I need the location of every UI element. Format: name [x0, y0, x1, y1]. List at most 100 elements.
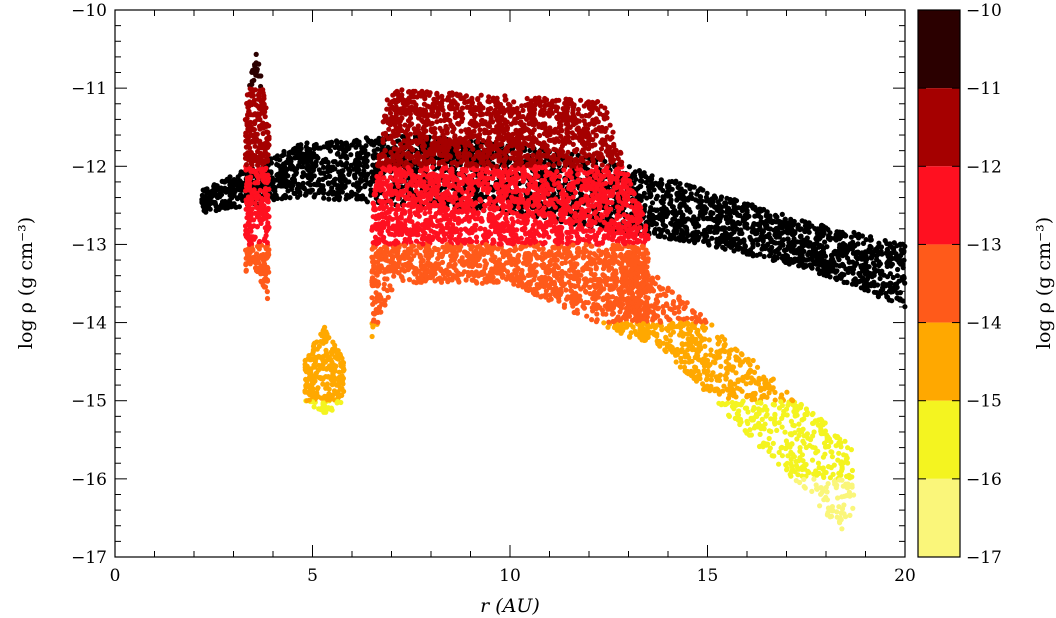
particle-point [321, 338, 327, 344]
particle-point [222, 198, 228, 205]
particle-point [718, 196, 724, 202]
particle-point [325, 374, 331, 380]
particle-point [327, 148, 333, 154]
particle-point [249, 196, 255, 202]
particle-point [781, 247, 788, 253]
particle-point [331, 381, 337, 387]
particle-point [313, 356, 319, 362]
particle-point [695, 188, 701, 194]
particle-point [300, 170, 306, 176]
particle-point [248, 125, 255, 131]
particle-point [785, 236, 791, 242]
particle-point [804, 235, 810, 241]
particle-point [210, 190, 216, 196]
particle-point [592, 284, 598, 290]
particle-point [254, 171, 260, 177]
particle-point [320, 361, 326, 368]
particle-point [260, 90, 266, 96]
particle-point [216, 206, 222, 212]
particle-point [252, 200, 258, 207]
particle-point [205, 190, 211, 196]
particle-point [767, 216, 773, 222]
particle-point [662, 234, 668, 240]
particle-point [344, 179, 350, 185]
particle-point [773, 214, 779, 220]
particle-point [696, 223, 702, 229]
particle-point [252, 153, 258, 159]
particle-point [208, 200, 214, 206]
particle-point [709, 235, 715, 241]
particle-point [306, 171, 313, 177]
particle-point [243, 262, 249, 268]
particle-point [716, 216, 722, 222]
particle-point [305, 188, 311, 194]
particle-point [255, 96, 261, 102]
particle-point [737, 221, 743, 227]
particle-point [303, 151, 309, 157]
particle-point [263, 246, 269, 252]
particle-point [335, 193, 341, 199]
particle-point [335, 144, 341, 150]
particle-point [887, 271, 894, 277]
particle-point [748, 237, 754, 243]
particle-point [655, 233, 661, 239]
particle-point [252, 143, 258, 149]
particle-point [776, 251, 782, 257]
particle-point [264, 278, 271, 284]
particle-point [251, 256, 257, 262]
particle-point [862, 256, 868, 262]
particle-point [254, 66, 260, 72]
particle-points [199, 51, 908, 532]
particle-point [666, 236, 672, 242]
particle-point [311, 173, 317, 179]
particle-point [244, 120, 250, 126]
particle-point [697, 212, 703, 218]
particle-point [200, 203, 206, 209]
particle-point [264, 289, 270, 295]
particle-point [265, 129, 271, 136]
particle-point [246, 177, 252, 183]
particle-point [837, 233, 843, 239]
particle-point [326, 335, 332, 341]
particle-point [264, 295, 271, 302]
particle-point [551, 162, 557, 169]
particle-point [224, 178, 230, 184]
particle-point [828, 235, 834, 241]
particle-point [213, 183, 220, 189]
particle-point [899, 261, 905, 267]
particle-point [689, 195, 695, 201]
particle-point [354, 169, 361, 175]
particle-point [266, 224, 272, 230]
particle-point [339, 181, 345, 187]
particle-point [850, 259, 856, 265]
particle-point [672, 180, 678, 186]
particle-point [564, 229, 570, 235]
particle-point [855, 233, 861, 239]
particle-point [243, 228, 249, 234]
particle-point [660, 227, 666, 233]
particle-point [648, 178, 654, 184]
particle-point [755, 212, 761, 219]
particle-point [678, 235, 684, 241]
particle-point [821, 272, 827, 278]
particle-point [265, 152, 271, 158]
particle-point [692, 217, 698, 223]
particle-point [263, 233, 269, 239]
particle-point [320, 376, 326, 382]
particle-point [844, 279, 850, 286]
particle-point [660, 196, 666, 202]
particle-point [257, 187, 263, 193]
particle-point [790, 239, 796, 245]
particle-point [889, 261, 896, 267]
particle-point [722, 229, 729, 236]
particle-point [342, 146, 348, 153]
particle-point [245, 112, 251, 118]
particle-point [641, 170, 647, 176]
particle-point [330, 375, 336, 381]
particle-point [767, 235, 773, 241]
particle-point [799, 241, 805, 247]
particle-point [731, 240, 737, 246]
particle-point [263, 269, 269, 275]
particle-point [672, 216, 678, 222]
particle-point [329, 164, 335, 170]
